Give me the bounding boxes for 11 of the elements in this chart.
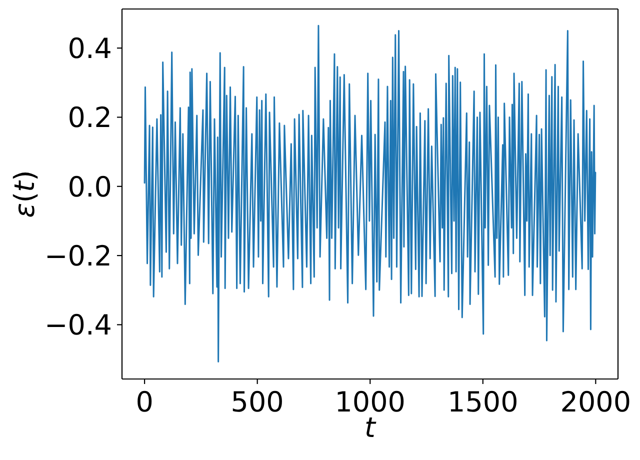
y-tick-label: −0.4: [44, 308, 112, 342]
y-tick-label: −0.2: [44, 239, 112, 272]
y-tick-label: 0.4: [68, 32, 112, 65]
x-tick-label: 1500: [448, 386, 518, 419]
y-tick-label: 0.2: [68, 101, 112, 134]
y-tick-label: 0.0: [68, 170, 112, 204]
line-series: [144, 24, 596, 362]
y-axis-title: ε(t): [8, 170, 41, 218]
x-tick-label: 500: [230, 386, 284, 419]
x-tick-label: 0: [136, 386, 154, 419]
x-tick-label: 2000: [560, 386, 632, 419]
